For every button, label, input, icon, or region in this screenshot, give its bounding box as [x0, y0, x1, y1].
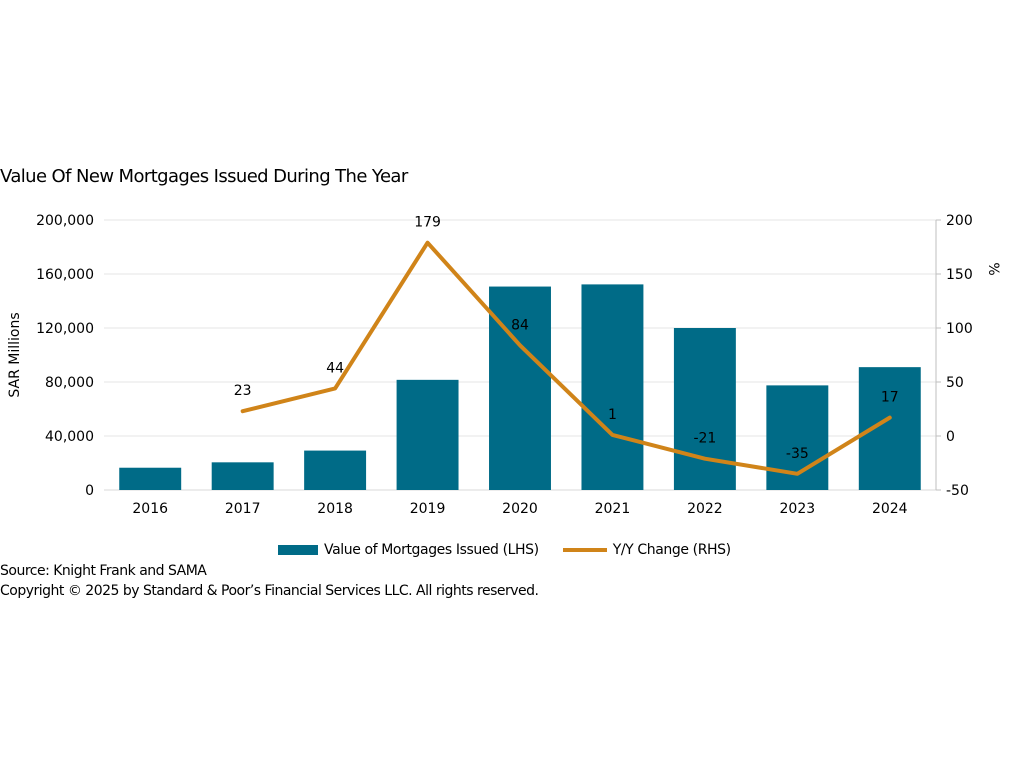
- y-tick-label: 80,000: [45, 375, 94, 391]
- y2-tick-label: 100: [946, 321, 973, 337]
- legend-item-line: Y/Y Change (RHS): [539, 542, 731, 558]
- y-tick-label: 200,000: [36, 213, 94, 229]
- bar: [581, 284, 644, 490]
- y2-tick-label: 50: [946, 375, 964, 391]
- data-labels: 23 44 179 84 1 -21 -35 17: [234, 215, 899, 462]
- y2-tick-label: 0: [946, 429, 955, 445]
- x-tick-label: 2019: [410, 501, 446, 517]
- data-label: 44: [326, 360, 344, 376]
- legend-label-line: Y/Y Change (RHS): [612, 542, 731, 558]
- y2-tick-label: 200: [946, 213, 973, 229]
- chart-title: Value Of New Mortgages Issued During The…: [0, 166, 408, 187]
- bar: [673, 328, 736, 490]
- x-tick-label: 2021: [595, 501, 631, 517]
- data-label: 1: [608, 407, 617, 423]
- data-label: 17: [881, 390, 899, 406]
- y-tick-label: 40,000: [45, 429, 94, 445]
- legend-swatch-line: [562, 548, 607, 552]
- legend: Value of Mortgages Issued (LHS) Y/Y Chan…: [278, 542, 731, 558]
- x-axis-ticks: 2016 2017 2018 2019 2020 2021 2022 2023 2024: [132, 501, 907, 517]
- data-label: 84: [511, 317, 529, 333]
- data-label: 23: [234, 383, 252, 399]
- right-axis-ticks: -50 0 50 100 150 200: [936, 213, 973, 499]
- y-tick-label: 0: [85, 483, 94, 499]
- x-tick-label: 2022: [687, 501, 723, 517]
- data-label: 179: [414, 215, 441, 231]
- source-note: Source: Knight Frank and SAMA: [0, 563, 207, 579]
- x-tick-label: 2017: [225, 501, 261, 517]
- legend-label-bars: Value of Mortgages Issued (LHS): [324, 542, 539, 558]
- data-label: -35: [786, 446, 809, 462]
- data-label: -21: [693, 431, 716, 447]
- legend-item-bars: Value of Mortgages Issued (LHS): [278, 542, 539, 558]
- bar: [304, 450, 367, 490]
- bar-series: [119, 284, 921, 490]
- chart-canvas: 23 44 179 84 1 -21 -35 17 0 40,000 80,000 120,000 1…: [7, 213, 1001, 517]
- y-tick-label: 160,000: [36, 267, 94, 283]
- y-tick-label: 120,000: [36, 321, 94, 337]
- bar: [211, 462, 274, 490]
- bar: [119, 467, 182, 490]
- x-tick-label: 2020: [502, 501, 538, 517]
- y2-tick-label: -50: [946, 483, 969, 499]
- line-series: [240, 240, 892, 476]
- x-tick-label: 2018: [317, 501, 353, 517]
- bar: [396, 379, 459, 490]
- left-axis-title: SAR Millions: [7, 312, 23, 397]
- left-axis-ticks: 0 40,000 80,000 120,000 160,000 200,000: [36, 213, 94, 499]
- x-tick-label: 2023: [780, 501, 816, 517]
- legend-swatch-bars: [278, 545, 318, 555]
- y2-tick-label: 150: [946, 267, 973, 283]
- x-tick-label: 2024: [872, 501, 908, 517]
- series-line: [240, 240, 892, 476]
- x-tick-label: 2016: [132, 501, 168, 517]
- copyright-note: Copyright © 2025 by Standard & Poor’s Fi…: [0, 583, 539, 599]
- right-axis-title: %: [985, 262, 1001, 275]
